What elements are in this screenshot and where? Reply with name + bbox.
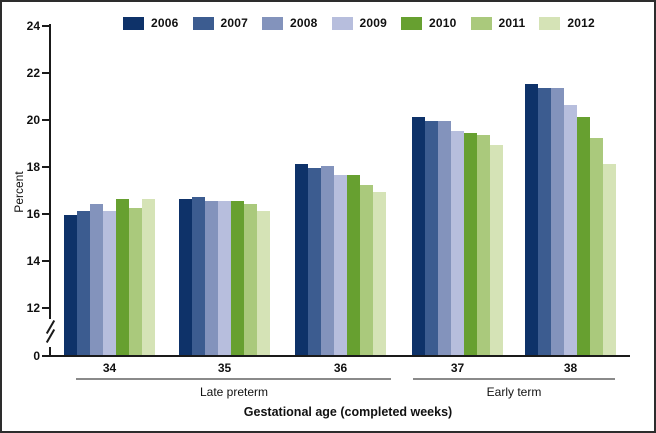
x-category-label: 37 — [450, 361, 465, 375]
legend-item-2009: 2009 — [331, 16, 388, 30]
legend-swatch-icon — [470, 16, 492, 30]
y-tick-mark — [42, 260, 49, 262]
bar-34-2007 — [77, 210, 90, 355]
legend-label: 2009 — [359, 16, 387, 30]
bar-38-2006 — [525, 83, 538, 355]
y-tick-label: 14 — [26, 254, 40, 268]
bar-36-2009 — [334, 175, 347, 355]
y-tick-mark — [42, 307, 49, 309]
y-tick-mark — [42, 166, 49, 168]
bar-38-2009 — [564, 104, 577, 355]
y-tick-label: 20 — [26, 113, 40, 127]
y-tick-label: 0 — [33, 349, 40, 363]
y-tick-mark — [42, 213, 49, 215]
legend-item-2008: 2008 — [262, 16, 318, 30]
legend-swatch-icon — [192, 16, 214, 30]
legend-label: 2006 — [151, 16, 179, 30]
early-term-bracket — [413, 378, 615, 380]
bar-34-2008 — [90, 203, 103, 355]
y-tick-mark — [42, 25, 49, 27]
y-tick-mark — [42, 119, 49, 121]
x-axis-title: Gestational age (completed weeks) — [243, 405, 453, 419]
legend-item-2011: 2011 — [470, 16, 526, 30]
y-tick-mark — [42, 355, 49, 357]
bar-34-2006 — [64, 215, 77, 355]
legend-label: 2007 — [220, 16, 248, 30]
legend-label: 2012 — [567, 16, 595, 30]
bar-35-2008 — [205, 201, 218, 355]
bar-37-2008 — [438, 121, 451, 355]
x-category-label: 34 — [102, 361, 117, 375]
bar-38-2012 — [603, 163, 616, 355]
bar-35-2011 — [244, 203, 257, 355]
y-tick-label: 18 — [26, 160, 40, 174]
y-tick-label: 22 — [26, 66, 40, 80]
legend-item-2010: 2010 — [401, 16, 457, 30]
bar-34-2009 — [103, 210, 116, 355]
bar-37-2010 — [464, 133, 477, 355]
bar-35-2009 — [218, 201, 231, 355]
bar-34-2012 — [142, 198, 155, 355]
x-axis-baseline — [49, 355, 630, 357]
bar-36-2006 — [295, 163, 308, 355]
bar-38-2011 — [590, 137, 603, 355]
bar-35-2006 — [179, 198, 192, 355]
x-category-label: 36 — [333, 361, 348, 375]
bar-35-2007 — [192, 196, 205, 355]
legend-item-2006: 2006 — [123, 16, 179, 30]
bar-36-2011 — [360, 184, 373, 355]
late-preterm-bracket — [76, 378, 391, 380]
bar-37-2006 — [412, 116, 425, 355]
bar-38-2010 — [577, 116, 590, 355]
bar-37-2012 — [490, 144, 503, 355]
legend-label: 2010 — [429, 16, 457, 30]
y-tick-label: 24 — [26, 19, 40, 33]
section-label-late-preterm: Late preterm — [199, 385, 269, 399]
legend-swatch-icon — [262, 16, 283, 30]
bar-34-2010 — [116, 198, 129, 355]
bar-36-2007 — [308, 168, 321, 355]
bar-37-2009 — [451, 130, 464, 355]
legend-item-2007: 2007 — [192, 16, 249, 30]
bar-36-2012 — [373, 191, 386, 355]
bar-38-2007 — [538, 88, 551, 355]
bar-36-2008 — [321, 166, 334, 355]
legend: 2006 2007 2008 2009 2010 2011 2012 — [123, 16, 595, 30]
bar-35-2012 — [257, 210, 270, 355]
y-tick-mark — [42, 72, 49, 74]
y-axis-line — [49, 24, 51, 357]
bar-36-2010 — [347, 175, 360, 355]
legend-swatch-icon — [123, 16, 144, 30]
y-tick-label: 12 — [26, 301, 40, 315]
bar-38-2008 — [551, 88, 564, 355]
legend-item-2012: 2012 — [539, 16, 595, 30]
y-tick-label: 16 — [26, 207, 40, 221]
bar-37-2011 — [477, 135, 490, 355]
x-category-label: 35 — [217, 361, 232, 375]
legend-swatch-icon — [331, 16, 353, 30]
bar-35-2010 — [231, 201, 244, 355]
legend-label: 2011 — [498, 16, 526, 30]
bar-34-2011 — [129, 208, 142, 355]
legend-swatch-icon — [539, 16, 561, 30]
section-label-early-term: Early term — [486, 385, 542, 399]
legend-label: 2008 — [290, 16, 318, 30]
x-category-label: 38 — [563, 361, 578, 375]
legend-swatch-icon — [401, 16, 422, 30]
bar-37-2007 — [425, 121, 438, 355]
y-axis-title: Percent — [12, 171, 26, 213]
